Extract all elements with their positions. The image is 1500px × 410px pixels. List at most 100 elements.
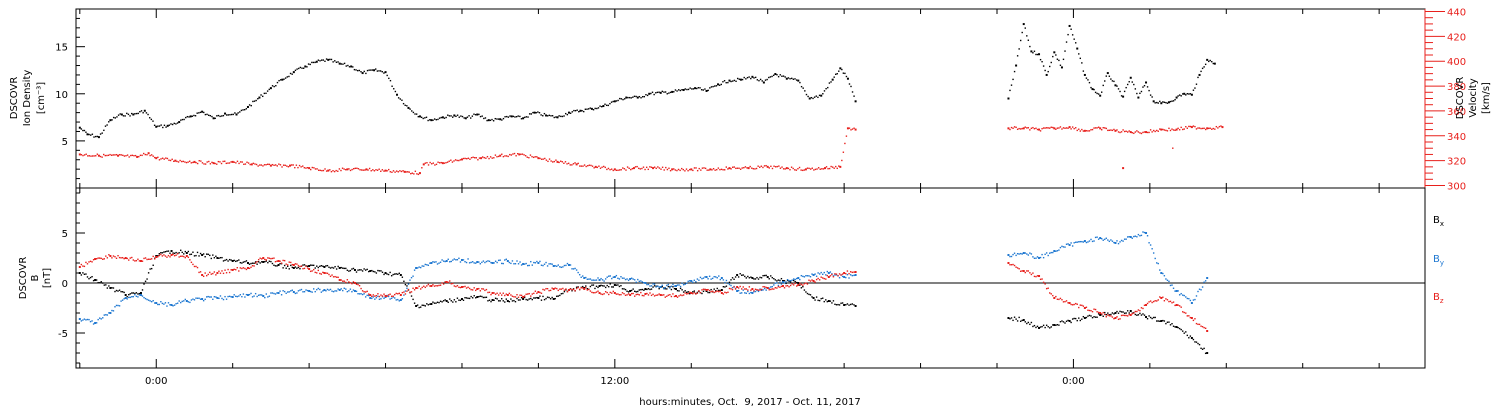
density-trace-dot <box>106 124 108 126</box>
by-point <box>1114 242 1117 244</box>
by-trace-dot <box>375 296 378 299</box>
by-trace-dot <box>1117 242 1120 245</box>
by-trace-dot <box>510 262 512 265</box>
density-gap-trace-dot <box>1182 93 1184 95</box>
bx-trace-dot <box>337 265 339 268</box>
by-trace-dot <box>143 296 145 299</box>
by-trace-dot <box>1180 292 1182 295</box>
bx-trace-dot <box>343 267 345 270</box>
velocity-point <box>78 153 81 156</box>
velocity-trace-dot <box>620 169 622 171</box>
by-trace-dot <box>776 282 778 284</box>
bz-trace-dot <box>591 291 593 294</box>
bx-trace-dot <box>169 252 171 254</box>
bx-trace-dot <box>282 267 284 269</box>
bz-trace-dot <box>1116 316 1118 318</box>
velocity-trace-dot <box>345 168 347 171</box>
density-gap-point <box>1076 47 1079 50</box>
velocity-trace-dot <box>252 162 255 165</box>
density-trace-dot <box>152 120 154 122</box>
by-trace-dot <box>108 312 110 314</box>
bz-trace-dot <box>80 263 83 266</box>
bz-trace-dot <box>462 286 465 288</box>
bz-point <box>384 295 387 297</box>
velocity-trace-dot <box>311 166 313 169</box>
bz-trace-dot <box>436 285 439 287</box>
bx-trace-dot <box>164 251 167 253</box>
velocity-trace-dot <box>853 127 855 129</box>
by-trace-dot <box>270 292 272 294</box>
by-trace-dot <box>831 273 833 275</box>
velocity-gap-trace-dot <box>1185 125 1187 128</box>
velocity-trace-dot <box>243 163 245 165</box>
density-trace-dot <box>681 89 683 91</box>
by-trace-dot <box>173 304 176 306</box>
velocity-trace-dot <box>335 169 337 172</box>
bz-trace-dot <box>1172 301 1175 303</box>
bz-point <box>491 292 494 294</box>
by-trace-dot <box>406 287 408 290</box>
velocity-trace-dot <box>411 172 413 174</box>
bz-trace-dot <box>679 294 682 296</box>
bx-trace-dot <box>835 304 838 306</box>
bz-trace-dot <box>728 287 731 290</box>
by-trace-dot <box>317 287 319 290</box>
velocity-trace-dot <box>176 160 178 163</box>
by-trace-dot <box>314 290 316 293</box>
density-point <box>797 79 800 82</box>
density-trace-dot <box>530 113 533 115</box>
bx-trace-dot <box>85 273 87 275</box>
bz-trace-dot <box>1122 314 1124 316</box>
by-trace-dot <box>254 292 257 295</box>
density-trace-dot <box>119 113 121 115</box>
velocity-gap-trace-dot <box>1009 128 1011 131</box>
velocity-trace-dot <box>168 159 170 161</box>
bz-trace-dot <box>1039 278 1042 281</box>
density-trace-dot <box>692 88 695 90</box>
velocity-gap-point <box>1129 131 1132 134</box>
velocity-trace-dot <box>187 161 189 163</box>
velocity-trace-dot <box>139 154 142 157</box>
density-trace-dot <box>768 76 770 79</box>
by-trace-dot <box>233 294 235 296</box>
density-trace-dot <box>489 119 492 122</box>
by-trace-dot <box>698 279 700 281</box>
bx-trace-dot <box>418 306 420 309</box>
by-point <box>674 285 677 287</box>
bx-trace-dot <box>1047 326 1049 328</box>
bz-point <box>1038 275 1041 277</box>
bx-trace-dot <box>80 274 83 276</box>
velocity-gap-trace-dot <box>1217 127 1219 129</box>
density-trace-dot <box>222 114 225 117</box>
bx-trace-dot <box>395 273 397 275</box>
bx-trace-dot <box>737 276 740 278</box>
by-trace-dot <box>227 295 229 298</box>
bz-trace-dot <box>389 293 391 295</box>
velocity-gap-trace-dot <box>1067 127 1069 129</box>
bx-trace-dot <box>618 285 621 288</box>
bx-trace-dot <box>685 291 688 294</box>
bx-trace-dot <box>444 299 446 301</box>
by-trace-dot <box>760 289 763 292</box>
velocity-point <box>854 128 857 131</box>
bz-trace-dot <box>737 287 740 289</box>
bz-trace-dot <box>1137 309 1140 311</box>
density-trace-dot <box>296 68 298 70</box>
velocity-trace-dot <box>103 153 105 156</box>
density-trace-dot <box>581 110 583 112</box>
bx-point <box>369 270 372 272</box>
by-trace-dot <box>742 289 744 291</box>
bz-trace-dot <box>154 258 156 260</box>
bx-trace-dot <box>600 284 602 287</box>
bx-point <box>736 274 739 276</box>
velocity-trace-dot <box>338 168 341 170</box>
velocity-trace-dot <box>831 166 834 168</box>
by-trace-dot <box>557 264 559 266</box>
bz-trace-dot <box>349 282 352 284</box>
bz-trace-dot <box>190 261 193 264</box>
by-trace-dot <box>699 276 702 279</box>
bz-trace-dot <box>1094 308 1097 311</box>
by-trace-dot <box>283 290 286 293</box>
bx-trace-dot <box>1105 313 1107 316</box>
bx-trace-dot <box>487 300 489 302</box>
